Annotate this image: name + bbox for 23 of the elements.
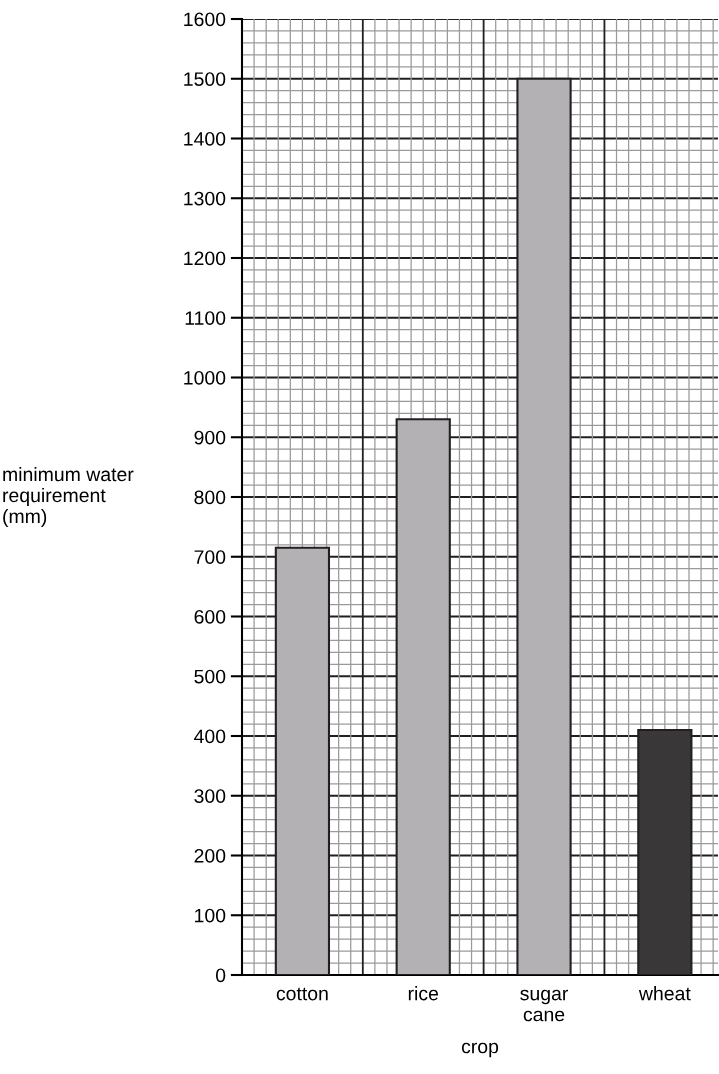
y-tick-label: 1200 bbox=[184, 251, 226, 266]
y-tick-label: 1600 bbox=[184, 12, 226, 27]
y-tick-label: 1500 bbox=[184, 72, 226, 86]
x-tick-label: rice bbox=[408, 986, 439, 1001]
y-tick-label: 300 bbox=[194, 789, 226, 803]
y-tick-label: 1300 bbox=[184, 191, 226, 206]
y-tick-label: 100 bbox=[195, 908, 226, 923]
y-tick-label: 600 bbox=[194, 609, 226, 624]
y-tick-label: 200 bbox=[194, 848, 226, 863]
x-tick-label: sugar cane bbox=[520, 989, 569, 1022]
y-tick-label: 1100 bbox=[185, 311, 226, 325]
y-tick-label: 700 bbox=[194, 550, 226, 564]
y-tick-label: 500 bbox=[194, 669, 226, 684]
x-tick-label: wheat bbox=[638, 986, 691, 1001]
y-tick-label: 0 bbox=[215, 968, 226, 983]
y-tick-label: 1000 bbox=[184, 370, 226, 385]
x-tick-label: cotton bbox=[276, 987, 328, 1001]
y-tick-label: 900 bbox=[194, 430, 226, 445]
y-tick-label: 400 bbox=[194, 729, 226, 744]
y-axis-title: minimum water requirement (mm) bbox=[3, 466, 134, 527]
y-tick-label: 800 bbox=[194, 490, 226, 505]
y-tick-label: 1400 bbox=[184, 131, 226, 146]
x-axis-title: crop bbox=[461, 1042, 499, 1058]
